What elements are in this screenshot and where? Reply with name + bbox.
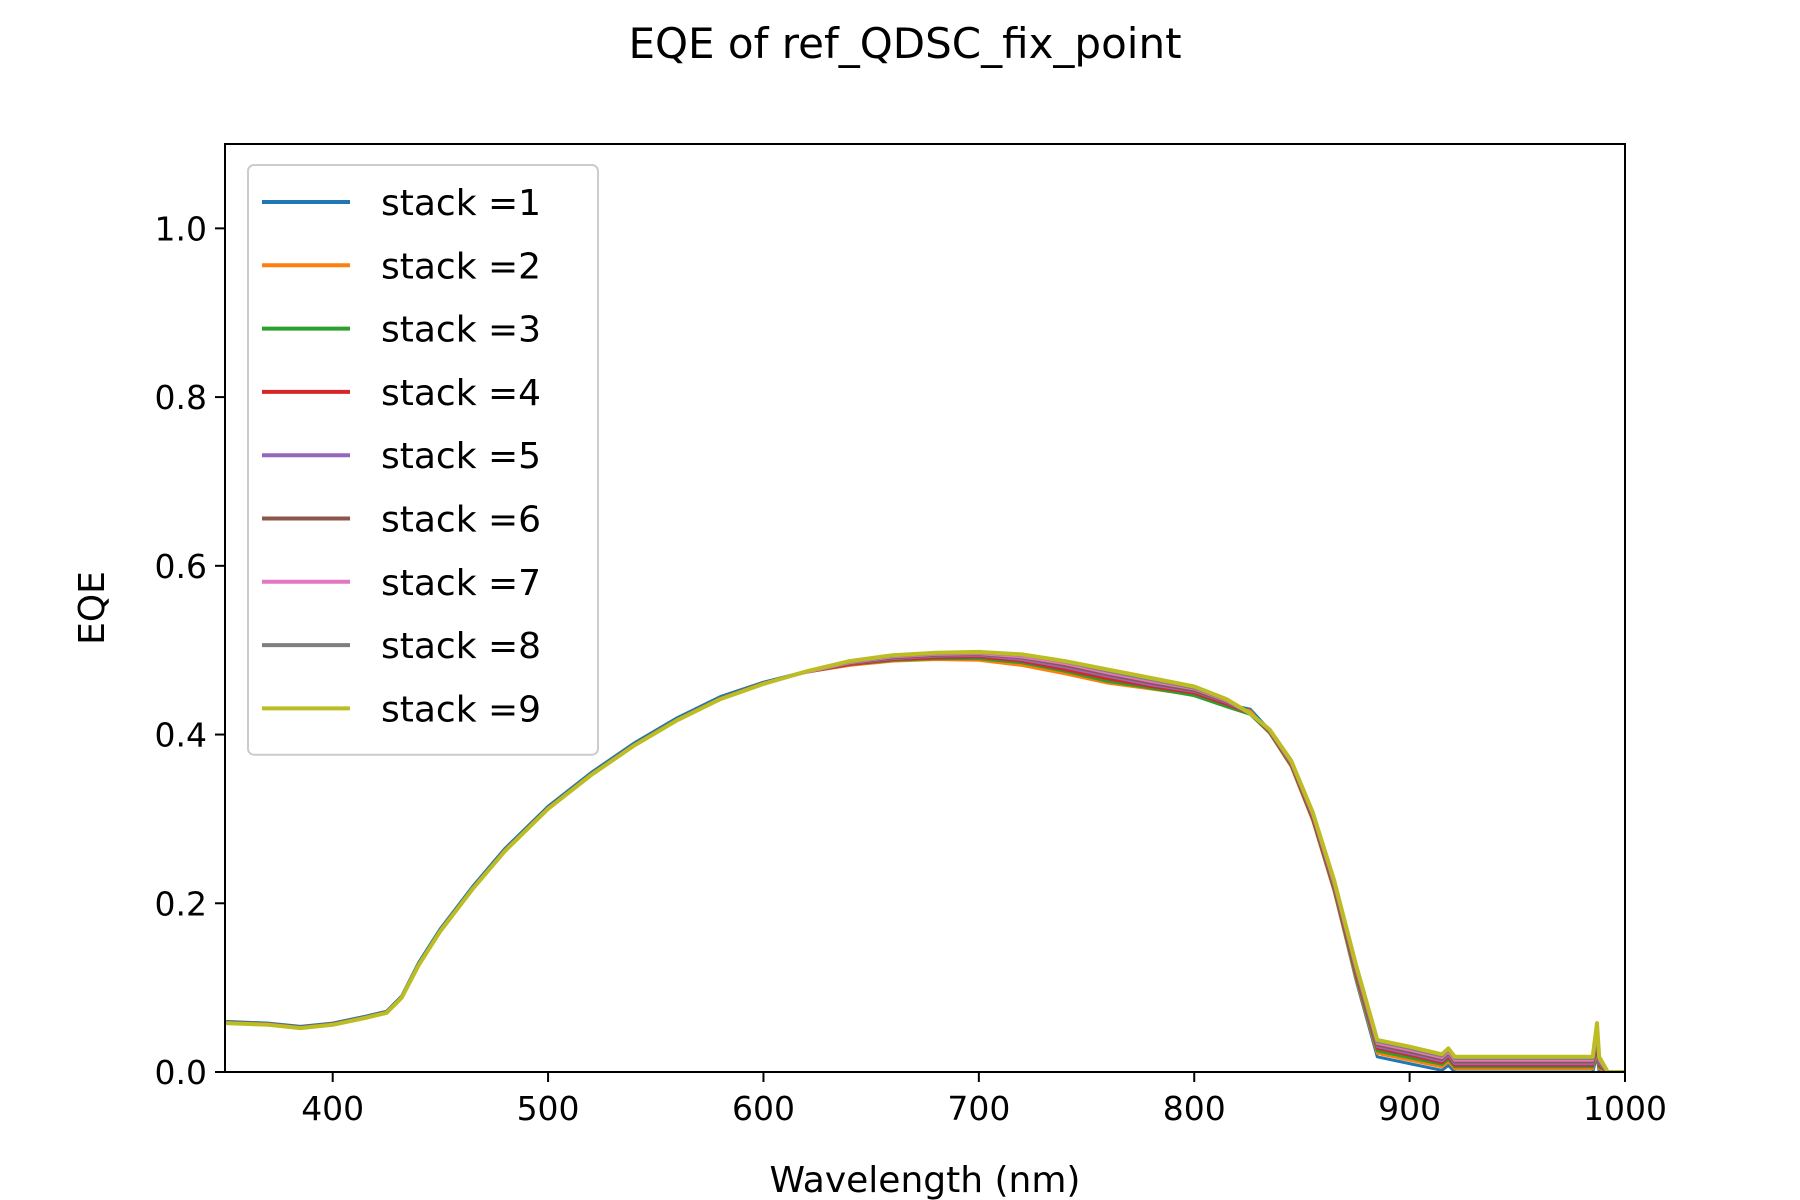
legend-label: stack =2	[381, 246, 541, 287]
y-tick-label: 1.0	[155, 209, 207, 248]
y-tick-label: 0.8	[155, 378, 207, 417]
x-axis: 400 500 600 700 800 900 1000	[301, 1072, 1667, 1128]
x-tick-label: 1000	[1583, 1089, 1667, 1128]
y-tick-label: 0.6	[155, 547, 207, 586]
x-tick-label: 900	[1378, 1089, 1441, 1128]
x-tick-label: 700	[947, 1089, 1010, 1128]
legend-label: stack =8	[381, 626, 541, 667]
x-tick-label: 500	[517, 1089, 580, 1128]
y-tick-label: 0.2	[155, 884, 207, 923]
series-layer	[225, 649, 1625, 1072]
y-axis: 0.0 0.2 0.4 0.6 0.8 1.0	[155, 209, 225, 1092]
legend-box	[247, 164, 599, 756]
legend-label: stack =1	[381, 183, 541, 224]
legend-label: stack =7	[381, 563, 541, 604]
legend: stack =1 stack =2 stack =3 stack =4 stack =5…	[247, 164, 599, 756]
y-tick-label: 0.0	[155, 1053, 207, 1092]
x-tick-label: 600	[732, 1089, 795, 1128]
series-line-stack-9	[225, 649, 1625, 1072]
legend-label: stack =3	[381, 310, 541, 351]
x-tick-label: 800	[1163, 1089, 1226, 1128]
x-axis-label: Wavelength (nm)	[770, 1160, 1081, 1200]
legend-label: stack =4	[381, 373, 541, 414]
chart-title: EQE of ref_QDSC_fix_point	[628, 19, 1181, 68]
plot-frame	[224, 143, 1626, 1073]
x-tick-label: 400	[301, 1089, 364, 1128]
legend-label: stack =9	[381, 689, 541, 730]
legend-label: stack =6	[381, 500, 541, 541]
legend-label: stack =5	[381, 436, 541, 477]
y-tick-label: 0.4	[155, 716, 207, 755]
y-axis-label: EQE	[72, 571, 113, 645]
